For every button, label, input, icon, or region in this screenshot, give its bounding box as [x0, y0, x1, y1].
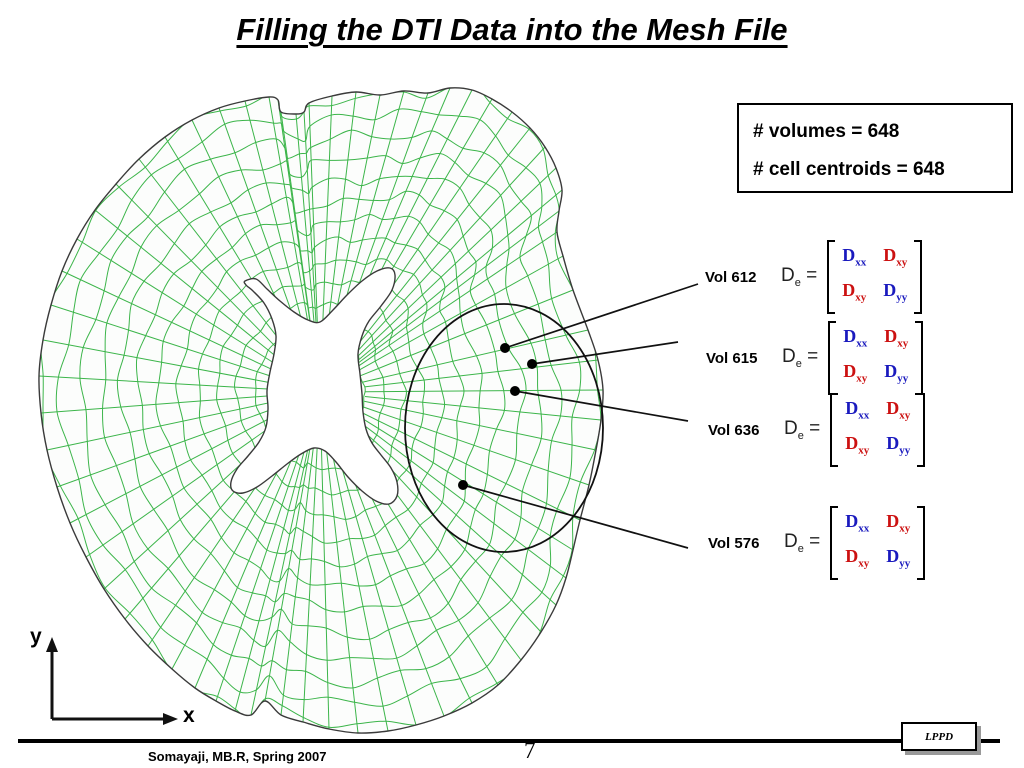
matrix-cell-dxy: Dxy [845, 433, 870, 457]
matrix-cell-dxy: Dxy [886, 398, 911, 422]
matrix-cell-dxy: Dxy [845, 546, 870, 570]
tensor-d: D [782, 346, 796, 368]
matrix-cell-dxy: Dxy [842, 280, 867, 304]
volumes-info-box: # volumes = 648 # cell centroids = 648 [737, 103, 1013, 193]
matrix-cell-dxy: Dxy [883, 245, 908, 269]
tensor-d: D [784, 531, 798, 553]
matrix-cell-dyy: Dyy [886, 433, 911, 457]
matrix-cell-dyy: Dyy [883, 280, 908, 304]
vol-636-label: Vol 636 [708, 421, 760, 439]
centroid-dot-vol-636 [510, 386, 520, 396]
leader-line-vol-612 [504, 283, 699, 349]
matrix-cell-dxx: Dxx [843, 326, 868, 350]
bracket-right [914, 240, 923, 314]
equals-sign: = [809, 531, 821, 553]
equals-sign: = [806, 265, 818, 287]
ventricle-hole [230, 267, 399, 505]
annotation-vol-576: Vol 576 De = Dxx Dxy Dxy Dyy [708, 506, 926, 580]
leader-line-vol-636 [514, 390, 689, 422]
vol-576-label: Vol 576 [708, 534, 760, 552]
matrix-cell-dyy: Dyy [884, 361, 909, 385]
tensor-sub-e: e [795, 357, 802, 370]
tensor-matrix: Dxx Dxy Dxy Dyy [827, 240, 923, 314]
volumes-count: # volumes = 648 [753, 121, 900, 142]
centroid-dot-vol-576 [458, 480, 468, 490]
equals-sign: = [807, 346, 819, 368]
coordinate-axes [46, 637, 178, 725]
vol-612-label: Vol 612 [705, 268, 757, 286]
bracket-right [915, 321, 924, 395]
annotation-vol-615: Vol 615 De = Dxx Dxy Dxy Dyy [706, 321, 924, 395]
tensor-sub-e: e [797, 542, 804, 555]
annotation-vol-636: Vol 636 De = Dxx Dxy Dxy Dyy [708, 393, 926, 467]
matrix-cell-dyy: Dyy [886, 546, 911, 570]
bracket-right [917, 393, 926, 467]
tensor-matrix: Dxx Dxy Dxy Dyy [830, 506, 926, 580]
centroid-dot-vol-615 [527, 359, 537, 369]
tensor-symbol: De = [781, 265, 817, 289]
page-number: 7 [524, 738, 536, 763]
tensor-d: D [781, 265, 795, 287]
centroid-dot-vol-612 [500, 343, 510, 353]
tensor-symbol: De = [784, 531, 820, 555]
bracket-left [827, 240, 836, 314]
brain-outline [38, 87, 604, 734]
matrix-cells: Dxx Dxy Dxy Dyy [835, 240, 914, 313]
equals-sign: = [809, 418, 821, 440]
bracket-left [830, 506, 839, 580]
tensor-matrix: Dxx Dxy Dxy Dyy [828, 321, 924, 395]
lppd-logo: LPPD [901, 722, 977, 751]
tensor-sub-e: e [794, 276, 801, 289]
leader-line-vol-615 [531, 341, 679, 365]
matrix-cell-dxx: Dxx [842, 245, 867, 269]
page-title: Filling the DTI Data into the Mesh File [236, 12, 788, 47]
matrix-cells: Dxx Dxy Dxy Dyy [836, 321, 915, 394]
tensor-sub-e: e [797, 429, 804, 442]
matrix-cells: Dxx Dxy Dxy Dyy [838, 506, 917, 579]
highlight-ellipse [404, 303, 604, 553]
footer-credit: Somayaji, MB.R, Spring 2007 [148, 749, 327, 764]
matrix-cell-dxy: Dxy [886, 511, 911, 535]
bracket-left [828, 321, 837, 395]
bracket-right [917, 506, 926, 580]
vol-615-label: Vol 615 [706, 349, 758, 367]
cell-centroids-count: # cell centroids = 648 [753, 159, 945, 180]
tensor-matrix: Dxx Dxy Dxy Dyy [830, 393, 926, 467]
x-axis-label: x [183, 704, 195, 727]
footer-divider [18, 739, 1000, 743]
matrix-cell-dxy: Dxy [843, 361, 868, 385]
tensor-symbol: De = [784, 418, 820, 442]
matrix-cell-dxx: Dxx [845, 398, 870, 422]
matrix-cells: Dxx Dxy Dxy Dyy [838, 393, 917, 466]
matrix-cell-dxx: Dxx [845, 511, 870, 535]
y-axis-label: y [30, 625, 42, 648]
lppd-logo-text: LPPD [924, 730, 954, 743]
matrix-cell-dxy: Dxy [884, 326, 909, 350]
leader-line-vol-576 [462, 484, 689, 549]
bracket-left [830, 393, 839, 467]
tensor-d: D [784, 418, 798, 440]
annotation-vol-612: Vol 612 De = Dxx Dxy Dxy Dyy [705, 240, 923, 314]
tensor-symbol: De = [782, 346, 818, 370]
